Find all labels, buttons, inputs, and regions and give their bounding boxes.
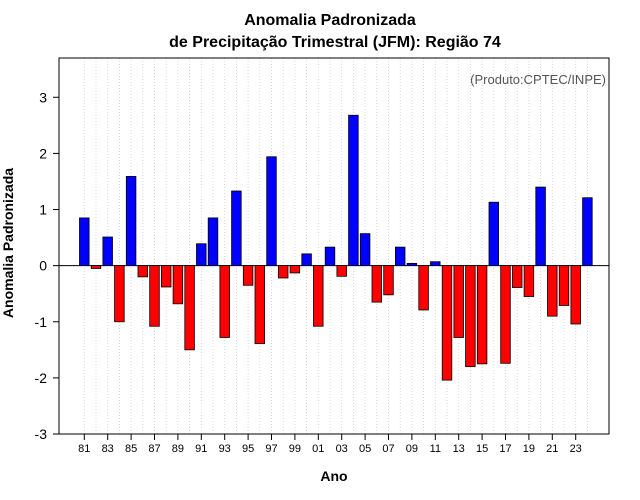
bar-2003 (336, 265, 347, 277)
bar-2023 (570, 265, 581, 325)
bar-1993 (219, 265, 230, 338)
x-tick-label: 11 (430, 443, 441, 455)
bar-2001 (313, 265, 324, 327)
bar-2022 (558, 265, 570, 306)
bar-1996 (254, 265, 266, 345)
x-tick-label: 21 (546, 443, 558, 455)
x-tick-label: 15 (476, 443, 488, 455)
bar-2018 (512, 265, 523, 288)
x-axis: 81 83 85 87 89 91 93 95 97 99 01 03 05 07 09 11 13 15 17 19… (78, 434, 582, 455)
bar-2002 (324, 246, 336, 267)
bar-2011 (430, 261, 441, 267)
x-tick-label: 09 (406, 443, 418, 455)
bar-1988 (160, 265, 172, 288)
bar-2024 (582, 197, 593, 267)
bar-2008 (394, 246, 406, 267)
bar-2015 (476, 265, 488, 365)
bar-series (79, 114, 593, 381)
bar-1987 (149, 265, 160, 327)
bar-1990 (184, 265, 195, 351)
bar-2005 (359, 233, 371, 267)
bar-2016 (488, 201, 500, 267)
plot-frame (58, 57, 610, 435)
x-tick-label: 95 (242, 443, 254, 455)
x-tick-label: 07 (382, 443, 394, 455)
y-tick-label: 2 (39, 145, 47, 161)
bar-1986 (137, 265, 149, 278)
bar-1995 (242, 265, 254, 286)
x-tick-label: 83 (102, 443, 114, 455)
x-tick-label: 13 (453, 443, 465, 455)
bar-2019 (523, 265, 535, 297)
bar-1998 (277, 265, 289, 279)
x-tick-label: 81 (78, 443, 90, 455)
bar-1985 (125, 176, 137, 267)
vertical-gridlines (83, 58, 588, 434)
x-tick-label: 91 (195, 443, 207, 455)
x-axis-label: Ano (320, 468, 347, 484)
bar-2006 (371, 265, 383, 303)
bar-2004 (348, 114, 359, 267)
bar-2021 (547, 265, 558, 317)
bar-2000 (301, 253, 312, 267)
bar-1991 (196, 243, 207, 267)
y-tick-label: 0 (39, 258, 47, 274)
bar-1992 (207, 217, 219, 267)
bar-1984 (114, 265, 125, 323)
x-tick-label: 93 (219, 443, 231, 455)
bar-1989 (172, 265, 184, 305)
x-tick-label: 05 (359, 443, 371, 455)
bar-2013 (453, 265, 464, 338)
bar-1997 (266, 156, 277, 267)
x-tick-label: 17 (499, 443, 511, 455)
bar-2012 (441, 265, 453, 381)
bar-1981 (79, 217, 90, 267)
bar-1994 (231, 190, 242, 267)
bar-2010 (418, 265, 429, 311)
chart-subtitle: de Precipitação Trimestral (JFM): Região… (169, 34, 501, 51)
product-credit: (Produto:CPTEC/INPE) (470, 72, 606, 87)
bar-2007 (383, 265, 394, 296)
y-tick-label: -3 (35, 426, 48, 442)
bar-1983 (102, 236, 113, 267)
bar-2020 (535, 186, 546, 267)
x-tick-label: 85 (125, 443, 137, 455)
y-axis: -3 -2 -1 0 1 2 3 (35, 89, 59, 442)
bar-2014 (465, 265, 476, 368)
x-tick-label: 03 (336, 443, 348, 455)
x-tick-label: 97 (265, 443, 277, 455)
x-tick-label: 87 (148, 443, 160, 455)
bar-2009 (406, 262, 418, 267)
bar-1982 (90, 265, 102, 269)
y-tick-label: 1 (39, 202, 47, 218)
x-tick-label: 01 (312, 443, 324, 455)
y-tick-label: -2 (35, 370, 48, 386)
x-tick-label: 99 (289, 443, 301, 455)
y-axis-label: Anomalia Padronizada (0, 168, 16, 318)
x-tick-label: 23 (570, 443, 582, 455)
x-tick-label: 19 (523, 443, 535, 455)
y-tick-label: 3 (39, 89, 47, 105)
bar-1999 (289, 265, 301, 274)
x-tick-label: 89 (172, 443, 184, 455)
y-tick-label: -1 (35, 314, 48, 330)
bar-2017 (500, 265, 511, 364)
chart-title: Anomalia Padronizada (244, 12, 416, 29)
